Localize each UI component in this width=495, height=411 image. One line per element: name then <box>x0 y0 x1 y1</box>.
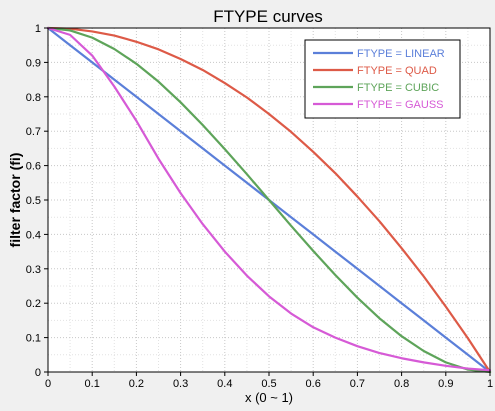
y-tick-label: 0.4 <box>26 229 41 241</box>
legend-entry-label: FTYPE = LINEAR <box>357 48 445 60</box>
chart-title: FTYPE curves <box>213 7 323 26</box>
y-tick-label: 0.7 <box>26 126 41 138</box>
y-tick-label: 0.9 <box>26 57 41 69</box>
x-tick-label: 0.8 <box>394 378 409 390</box>
x-axis-label: x (0 ~ 1) <box>245 390 293 405</box>
y-tick-label: 0.1 <box>26 333 41 345</box>
x-tick-label: 0.1 <box>85 378 100 390</box>
x-tick-label: 0.9 <box>438 378 453 390</box>
y-axis-ticks: 0 0.1 0.2 0.3 0.4 0.5 0.6 0.7 0.8 0.9 1 <box>26 23 48 379</box>
y-tick-label: 0.6 <box>26 161 41 173</box>
y-tick-label: 1 <box>35 23 41 35</box>
series-line-ftype-gauss <box>46 26 492 372</box>
legend-entry-label: FTYPE = GAUSS <box>357 99 444 111</box>
y-tick-label: 0.2 <box>26 298 41 310</box>
series-line-ftype-cubic <box>46 26 492 374</box>
x-tick-label: 0 <box>45 378 51 390</box>
x-tick-label: 0.4 <box>217 378 232 390</box>
series-group <box>46 26 492 374</box>
legend-entry-label: FTYPE = QUAD <box>357 65 437 77</box>
legend-entry-label: FTYPE = CUBIC <box>357 82 439 94</box>
x-tick-label: 0.2 <box>129 378 144 390</box>
x-tick-label: 0.6 <box>306 378 321 390</box>
legend: FTYPE = LINEAR FTYPE = QUAD FTYPE = CUBIC F… <box>304 39 461 119</box>
x-tick-label: 0.5 <box>261 378 276 390</box>
y-tick-label: 0.3 <box>26 264 41 276</box>
y-tick-label: 0.5 <box>26 195 41 207</box>
x-tick-label: 0.3 <box>173 378 188 390</box>
x-tick-label: 1 <box>487 378 493 390</box>
y-axis-label: filter factor (fi) <box>7 153 23 248</box>
x-axis-ticks: 0 0.1 0.2 0.3 0.4 0.5 0.6 0.7 0.8 0.9 1 <box>45 372 493 390</box>
y-tick-label: 0.8 <box>26 92 41 104</box>
series-line-ftype-quad <box>46 26 492 374</box>
x-tick-label: 0.7 <box>350 378 365 390</box>
y-tick-label: 0 <box>35 367 41 379</box>
